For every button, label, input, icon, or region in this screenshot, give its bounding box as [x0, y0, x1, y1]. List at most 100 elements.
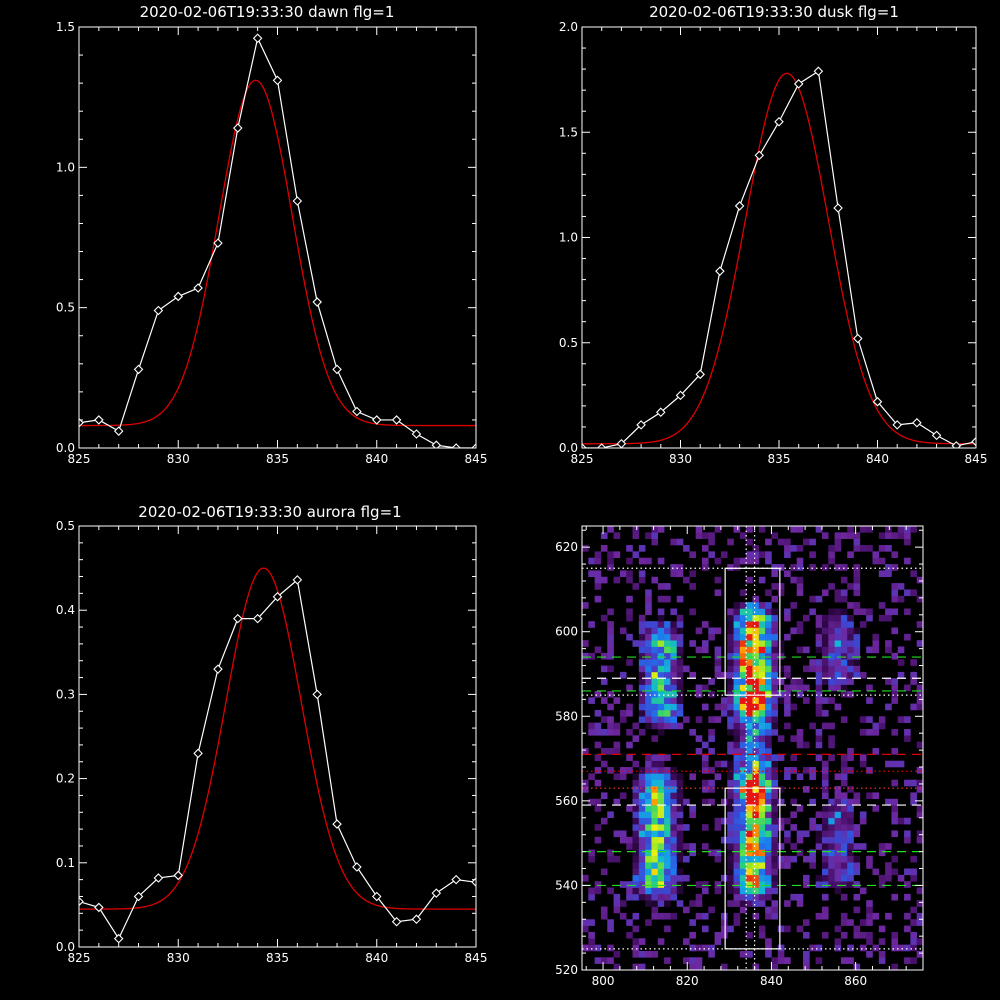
heatmap-pixel — [607, 925, 614, 933]
heatmap-pixel — [714, 576, 722, 584]
heatmap-pixel — [638, 938, 646, 945]
heatmap-pixel — [676, 786, 684, 793]
dawn-x-tick-label: 830 — [167, 452, 190, 466]
heatmap-pixel — [840, 862, 848, 869]
heatmap-pixel — [632, 830, 640, 838]
heatmap-pixel — [758, 608, 766, 616]
heatmap-pixel — [594, 728, 602, 736]
heatmap-pixel — [626, 545, 633, 552]
heatmap-pixel — [720, 912, 728, 920]
heatmap-pixel — [645, 893, 652, 901]
heatmap-pixel — [701, 621, 709, 628]
heatmap-pixel — [708, 532, 715, 539]
heatmap-pixel — [765, 874, 772, 882]
dawn-data-point — [411, 429, 422, 439]
heatmap-pixel — [746, 824, 753, 831]
heatmap-pixel — [891, 627, 899, 635]
heatmap-pixel — [607, 621, 614, 628]
heatmap-pixel — [645, 919, 652, 926]
heatmap-pixel — [847, 633, 854, 641]
heatmap-pixel — [727, 690, 734, 698]
heatmap-pixel — [670, 621, 678, 628]
heatmap-pixel — [651, 735, 659, 742]
heatmap-pixel — [790, 703, 797, 711]
heatmap-pixel — [739, 633, 747, 641]
heatmap-pixel — [657, 811, 665, 819]
aurora-x-tick-label: 835 — [266, 951, 289, 965]
heatmap-pixel — [891, 608, 899, 616]
heatmap-pixel — [626, 614, 633, 622]
heatmap-pixel — [878, 602, 886, 609]
heatmap-pixel — [670, 564, 678, 571]
heatmap-pixel — [632, 843, 640, 850]
heatmap-pixel — [878, 532, 886, 539]
heatmap-pixel — [746, 557, 753, 565]
heatmap-pixel — [765, 944, 772, 952]
heatmap-pixel — [752, 792, 760, 800]
aurora-data-point — [252, 613, 263, 624]
heatmap-pixel — [847, 957, 854, 964]
heatmap-pixel — [651, 659, 659, 666]
heatmap-pixel — [834, 811, 842, 819]
heatmap-pixel — [809, 538, 816, 546]
dawn-profile-panel: 2020-02-06T19:33:30 dawn flg=1 825 830 835… — [56, 3, 488, 466]
heatmap-pixel — [739, 811, 747, 819]
heatmap-pixel — [689, 583, 696, 590]
heatmap-pixel — [619, 881, 627, 888]
dawn-fit-curve — [79, 79, 476, 427]
heatmap-pixel — [664, 659, 671, 666]
heatmap-pixel — [676, 659, 684, 666]
heatmap-pixel — [758, 652, 766, 660]
heatmap-pixel — [746, 887, 753, 895]
heatmap-pixel — [866, 931, 873, 939]
heatmap-pixel — [765, 557, 772, 565]
heatmap-pixel — [803, 931, 810, 939]
heatmap-pixel — [607, 811, 614, 819]
heatmap-pixel — [708, 906, 715, 914]
heatmap-pixel — [632, 583, 640, 590]
heatmap-pixel — [866, 919, 873, 926]
heatmap-pixel — [765, 678, 772, 685]
heatmap-pixel — [657, 912, 665, 920]
heatmap-pixel — [771, 697, 779, 704]
dusk-x-tick-label: 825 — [571, 452, 594, 466]
heatmap-pixel — [821, 786, 829, 793]
heatmap-pixel — [853, 906, 861, 914]
heatmap-pixel — [777, 646, 785, 654]
aurora-y-tick-label: 0.4 — [56, 603, 75, 617]
heatmap-pixel — [765, 728, 772, 736]
heatmap-pixel — [746, 950, 753, 958]
dawn-data-point — [431, 440, 442, 448]
heatmap-pixel — [645, 589, 652, 597]
heatmap-pixel — [834, 792, 842, 800]
heatmap-pixel — [739, 602, 747, 609]
dusk-x-tick-label: 830 — [669, 452, 692, 466]
heatmap-pixel — [733, 760, 741, 768]
heatmap-pixel — [765, 798, 772, 806]
heatmap-pixel — [651, 881, 659, 888]
heatmap-pixel — [626, 881, 633, 888]
heatmap-pixel — [701, 564, 709, 571]
heatmap-pixel — [765, 767, 772, 774]
heatmap-pixel — [904, 957, 911, 964]
heatmap-pixel — [645, 659, 652, 666]
heatmap-pixel — [752, 621, 760, 628]
dusk-plot-frame — [581, 26, 977, 449]
heatmap-pixel — [657, 678, 665, 685]
heatmap-pixel — [701, 760, 709, 768]
heatmap-pixel — [733, 900, 741, 907]
heatmap-pixel — [582, 779, 589, 787]
heatmap-pixel — [840, 608, 848, 616]
heatmap-pixel — [657, 855, 665, 863]
heatmap-pixel — [657, 805, 665, 812]
heatmap-pixel — [619, 671, 627, 679]
heatmap-pixel — [664, 887, 671, 895]
heatmap-pixel — [714, 652, 722, 660]
heatmap-pixel — [840, 849, 848, 857]
heatmap-pixel — [727, 748, 734, 755]
heatmap-pixel — [765, 849, 772, 857]
heatmap-pixel — [828, 652, 835, 660]
heatmap-pixel — [638, 678, 646, 685]
heatmap-pixel — [828, 754, 835, 761]
heatmap-pixel — [765, 589, 772, 597]
